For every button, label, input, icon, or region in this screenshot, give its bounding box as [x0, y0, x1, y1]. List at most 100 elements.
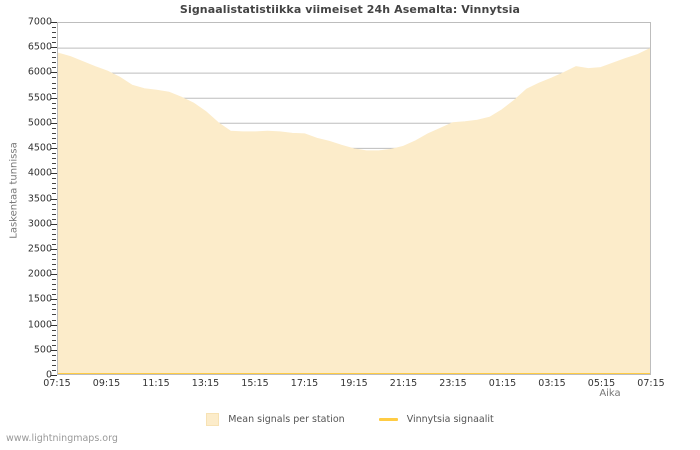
y-tick-mark-minor: [52, 339, 56, 341]
y-tick-mark-minor: [52, 213, 56, 215]
y-tick-label: 5500: [27, 92, 52, 104]
x-tick-label: 11:15: [142, 378, 170, 389]
y-tick-label: 4500: [27, 142, 52, 154]
y-tick-mark-minor: [52, 314, 56, 316]
y-tick-mark-minor: [52, 354, 56, 356]
y-tick-label: 500: [33, 344, 52, 356]
y-tick-mark-minor: [52, 178, 56, 180]
y-tick-mark-minor: [52, 304, 56, 306]
x-tick-label: 21:15: [389, 378, 418, 389]
y-tick-mark: [51, 299, 57, 301]
x-axis-label: Aika: [599, 388, 621, 399]
y-tick-label: 1500: [27, 293, 52, 305]
y-tick-label: 6000: [27, 66, 52, 78]
y-tick-mark-minor: [52, 188, 56, 190]
y-tick-mark-minor: [52, 102, 56, 104]
plot-svg: [58, 47, 650, 374]
y-tick-label: 1000: [27, 319, 52, 331]
y-tick-mark: [51, 375, 57, 376]
y-tick-mark-minor: [52, 294, 56, 296]
y-tick-mark-minor: [52, 32, 56, 34]
x-tick-label: 17:15: [290, 378, 319, 389]
y-tick-mark: [51, 324, 57, 326]
y-tick-mark-minor: [52, 228, 56, 230]
y-tick-mark-minor: [52, 334, 56, 336]
y-tick-mark-minor: [52, 279, 56, 281]
y-tick-mark: [51, 173, 57, 175]
y-tick-label: 6500: [27, 41, 52, 53]
y-tick-mark-minor: [52, 289, 56, 291]
y-tick-mark-minor: [52, 107, 56, 109]
y-tick-mark: [51, 349, 57, 351]
y-tick-mark-minor: [52, 163, 56, 165]
y-tick-mark-minor: [52, 92, 56, 94]
y-tick-label: 0: [45, 369, 52, 381]
y-tick-mark-minor: [52, 253, 56, 255]
y-tick-mark-minor: [52, 168, 56, 170]
y-tick-mark-minor: [52, 269, 56, 271]
y-tick-mark-minor: [52, 87, 56, 89]
y-tick-mark: [51, 122, 57, 124]
y-tick-mark-minor: [52, 359, 56, 361]
y-tick-mark-minor: [52, 243, 56, 245]
y-tick-mark-minor: [52, 183, 56, 185]
y-tick-mark-minor: [52, 364, 56, 366]
footer-watermark: www.lightningmaps.org: [6, 433, 118, 444]
series-area-outline: [58, 48, 650, 152]
y-tick-label: 2000: [27, 268, 52, 280]
y-tick-mark: [51, 223, 57, 225]
y-tick-mark-minor: [52, 137, 56, 139]
y-tick-mark-minor: [52, 203, 56, 205]
y-tick-label: 4000: [27, 167, 52, 179]
y-tick-mark-minor: [52, 264, 56, 266]
y-tick-mark: [51, 274, 57, 276]
y-tick-mark-minor: [52, 117, 56, 119]
x-tick-label: 09:15: [92, 378, 121, 389]
series-area-mean-signals-per-station: [58, 48, 650, 374]
y-tick-mark-minor: [52, 57, 56, 59]
y-tick-mark-minor: [52, 77, 56, 79]
y-axis-tick-labels: 7000 6500 6000 5500 5000 4500 4000 3500 3000 2500…: [0, 0, 57, 400]
x-tick-label: 19:15: [340, 378, 368, 389]
y-tick-mark-minor: [52, 62, 56, 64]
x-tick-label: 03:15: [538, 378, 566, 389]
legend-item-vinnytsia-signaalit: Vinnytsia signaalit: [378, 414, 494, 425]
y-tick-label: 3500: [27, 193, 52, 204]
area-swatch-icon: [206, 412, 220, 426]
y-tick-mark: [51, 72, 57, 74]
y-tick-mark-minor: [52, 143, 56, 145]
y-tick-mark-minor: [52, 238, 56, 240]
y-tick-label: 3000: [27, 218, 52, 230]
y-tick-label: 2500: [27, 243, 52, 255]
x-axis-tick-labels: 07:15 09:15 11:15 13:15 15:15 17:15 19:15 21:15…: [0, 378, 700, 394]
x-tick-label: 07:15: [637, 378, 665, 389]
y-tick-mark-minor: [52, 153, 56, 155]
y-tick-mark-minor: [52, 218, 56, 220]
y-tick-mark-minor: [52, 112, 56, 114]
x-tick-label: 23:15: [439, 378, 467, 389]
y-tick-mark-minor: [52, 259, 56, 260]
y-tick-mark-minor: [52, 127, 56, 129]
y-tick-mark-minor: [52, 27, 56, 29]
x-tick-label: 15:15: [241, 378, 269, 389]
y-tick-label: 5000: [27, 117, 52, 129]
x-tick-label: 01:15: [488, 378, 517, 389]
chart-legend: Mean signals per station Vinnytsia signa…: [0, 410, 700, 428]
y-tick-label: 7000: [27, 16, 52, 28]
y-tick-mark-minor: [52, 233, 56, 235]
y-tick-mark-minor: [52, 52, 56, 54]
chart-title: Signaalistatistiikka viimeiset 24h Asema…: [179, 3, 521, 16]
y-tick-mark-minor: [52, 42, 56, 44]
x-tick-label: 07:15: [43, 378, 71, 389]
x-tick-label: 13:15: [191, 378, 220, 389]
line-swatch-icon: [378, 417, 398, 421]
y-tick-mark-minor: [52, 132, 56, 134]
y-tick-mark: [51, 47, 57, 49]
y-tick-mark-minor: [52, 82, 56, 84]
legend-item-mean-signals: Mean signals per station: [206, 412, 345, 426]
y-tick-mark-minor: [52, 37, 56, 39]
y-tick-mark-minor: [52, 309, 56, 311]
y-tick-mark-minor: [52, 158, 56, 160]
y-tick-mark-minor: [52, 284, 56, 286]
